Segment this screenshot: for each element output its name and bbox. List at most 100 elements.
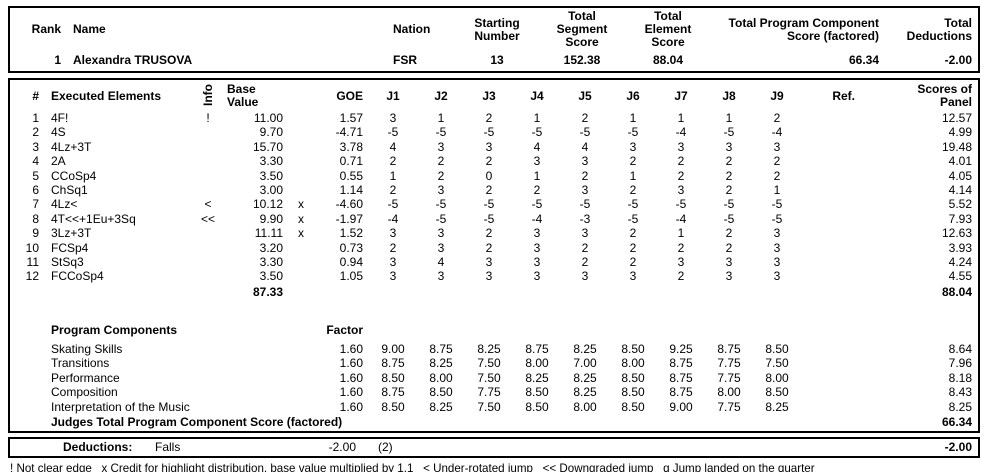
col-total-deductions-header: Total Deductions xyxy=(906,15,972,43)
judge-score-j7: 8.75 xyxy=(669,385,693,400)
component-indent xyxy=(9,400,45,414)
element-goe: 1.05 xyxy=(339,269,363,284)
element-x-mark xyxy=(289,125,313,139)
element-number: 10 xyxy=(25,240,39,255)
judge-score-j5: 8.25 xyxy=(573,370,597,385)
judge-score-j7: 9.00 xyxy=(669,399,693,414)
element-name: FCCoSp4 xyxy=(51,269,104,284)
component-panel-score: 8.64 xyxy=(948,341,972,356)
component-indent xyxy=(9,342,45,356)
element-name: 4T<<+1Eu+3Sq xyxy=(51,211,136,226)
elements-total-base-value: 87.33 xyxy=(252,284,283,299)
judge-score-j7: 2 xyxy=(677,269,685,284)
judge-score-j8: -5 xyxy=(723,197,735,212)
element-base-value: 3.00 xyxy=(259,183,283,198)
judge-score-j9: 3 xyxy=(773,240,781,255)
judge-score-j3: 2 xyxy=(485,226,493,241)
judge-score-j4: 3 xyxy=(533,226,541,241)
judge-score-j6: 3 xyxy=(629,269,637,284)
element-number: 4 xyxy=(32,154,39,169)
deductions-table: Deductions: Falls -2.00 (2) -2.00 xyxy=(8,436,980,458)
col-starting-number-header: Starting Number xyxy=(474,15,520,43)
judge-score-j3: 3 xyxy=(485,269,493,284)
judge-score-j6: 2 xyxy=(629,183,637,198)
component-factor: 1.60 xyxy=(339,370,363,385)
element-base-value: 9.70 xyxy=(259,125,283,140)
judge-score-j2: 8.00 xyxy=(429,370,453,385)
judge-score-j6: 1 xyxy=(629,168,637,183)
col-info-header: Info xyxy=(195,79,221,111)
judge-score-j5: 8.00 xyxy=(573,399,597,414)
element-x-mark xyxy=(289,154,313,168)
judge-score-j9: 3 xyxy=(773,255,781,270)
judge-score-j5: 3 xyxy=(581,183,589,198)
element-number: 6 xyxy=(32,183,39,198)
judge-score-j3: 2 xyxy=(485,183,493,198)
deductions-count: (2) xyxy=(378,439,393,454)
component-row: Interpretation of the Music 1.60 8.50 8.25 7… xyxy=(9,400,979,414)
element-info: << xyxy=(201,211,216,226)
judge-score-j7: 2 xyxy=(677,168,685,183)
judge-score-j6: 8.50 xyxy=(621,385,645,400)
judge-score-j3: 7.50 xyxy=(477,370,501,385)
judge-score-j7: 8.75 xyxy=(669,370,693,385)
judge-score-j4: -5 xyxy=(531,197,543,212)
element-panel-score: 3.93 xyxy=(948,240,972,255)
judge-score-j2: 8.25 xyxy=(429,399,453,414)
element-name: CCoSp4 xyxy=(51,168,97,183)
skater-nation: FSR xyxy=(393,53,417,67)
components-total-section: Judges Total Program Component Score (fa… xyxy=(9,414,979,432)
judge-score-j4: 3 xyxy=(533,255,541,270)
judge-score-j2: 2 xyxy=(437,154,445,169)
judge-score-j4: 8.75 xyxy=(525,341,549,356)
judge-score-j3: 7.75 xyxy=(477,385,501,400)
component-panel-score: 8.18 xyxy=(948,370,972,385)
element-goe: -4.71 xyxy=(335,125,363,140)
judge-score-j7: -4 xyxy=(675,211,687,226)
element-panel-score: 4.05 xyxy=(948,168,972,183)
skater-total-pcs: 66.34 xyxy=(848,53,879,67)
components-body: Skating Skills 1.60 9.00 8.75 8.25 8.75 8.25 8.… xyxy=(9,342,979,414)
element-x-mark xyxy=(289,111,313,125)
element-row: 10 FCSp4 3.20 0.73 2 3 2 3 2 2 2 2 3 3.93 xyxy=(9,241,979,255)
judge-score-j3: 7.50 xyxy=(477,356,501,371)
judge-score-j6: 2 xyxy=(629,226,637,241)
element-row: 2 4S 9.70 -4.71 -5 -5 -5 -5 -5 -5 -4 -5 -4 4.99 xyxy=(9,125,979,139)
component-factor: 1.60 xyxy=(339,385,363,400)
judge-score-j3: 3 xyxy=(485,139,493,154)
element-x-mark xyxy=(289,140,313,154)
col-rank-header: Rank xyxy=(31,22,61,36)
col-name-header: Name xyxy=(73,22,106,36)
element-row: 9 3Lz+3T 11.11 x 1.52 3 3 2 3 3 2 1 2 3 12.63 xyxy=(9,226,979,240)
judge-score-j2: 8.50 xyxy=(429,385,453,400)
element-info xyxy=(195,226,221,240)
skater-total-element: 88.04 xyxy=(652,53,684,67)
judge-score-j9: 7.50 xyxy=(765,356,789,371)
element-goe: 1.14 xyxy=(339,183,363,198)
judge-score-j6: 2 xyxy=(629,240,637,255)
judge-score-j1: 2 xyxy=(389,154,397,169)
summary-header-row: Rank Name Nation Starting Number Total S… xyxy=(9,7,979,51)
judge-score-j6: -5 xyxy=(627,211,639,226)
element-number: 1 xyxy=(32,111,39,125)
result-summary-table: Rank Name Nation Starting Number Total S… xyxy=(8,6,980,73)
judges-total-row: Judges Total Program Component Score (fa… xyxy=(9,414,979,432)
component-panel-score: 8.25 xyxy=(948,399,972,414)
element-ref xyxy=(801,255,861,269)
judge-score-j5: 2 xyxy=(581,255,589,270)
judge-score-j4: 3 xyxy=(533,269,541,284)
judge-score-j8: 1 xyxy=(725,111,733,125)
element-row: 11 StSq3 3.30 0.94 3 4 3 3 2 2 3 3 3 4.24 xyxy=(9,255,979,269)
col-number-header: # xyxy=(32,88,39,103)
component-ref xyxy=(801,400,861,414)
col-ref-header: Ref. xyxy=(832,88,855,103)
judge-score-j3: 3 xyxy=(485,255,493,270)
component-ref xyxy=(801,371,861,385)
element-ref xyxy=(801,197,861,211)
elements-body: 1 4F!! 11.00 1.57 3 1 2 1 2 1 1 1 2 12.57 2 4S 9.70 -4.71… xyxy=(9,111,979,284)
judge-score-j2: 3 xyxy=(437,183,445,198)
judge-score-j1: 3 xyxy=(389,255,397,270)
judge-score-j1: -5 xyxy=(387,125,399,140)
judge-score-j5: -5 xyxy=(579,197,591,212)
judge-score-j4: 8.50 xyxy=(525,385,549,400)
